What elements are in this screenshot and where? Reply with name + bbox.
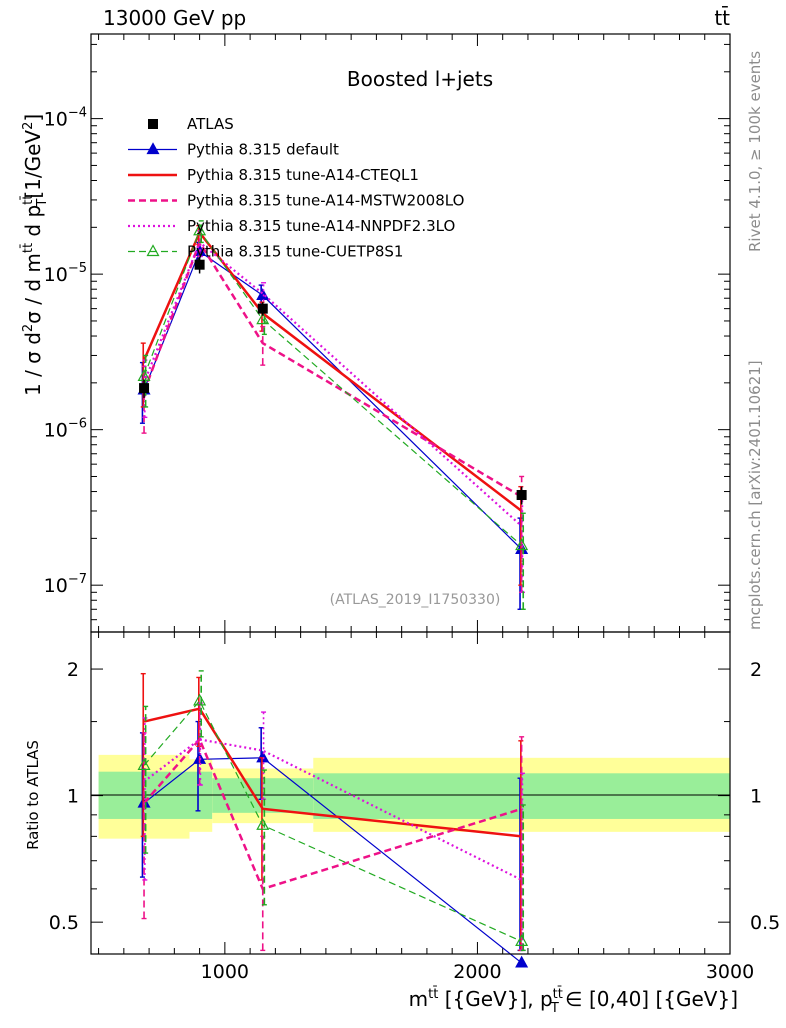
ratio-y-tick-label-right: 0.5 xyxy=(750,912,780,934)
atlas-point xyxy=(257,303,268,314)
ratio-y-tick-label: 0.5 xyxy=(49,912,79,934)
main-y-tick-label: 10−5 xyxy=(44,261,87,286)
ratio-axis-ticks: 1000 2000 3000 0.5 0.5 1 1 2 2 xyxy=(49,632,780,983)
main-y-tick-label: 10−7 xyxy=(44,572,87,597)
main-ylabel: 1 / σ d2σ / d mtt̄ d ptt̄T[1/GeV2] xyxy=(21,114,50,396)
main-series-line xyxy=(142,239,523,498)
rivet-version-label: Rivet 4.1.0, ≥ 100k events xyxy=(746,51,764,252)
ratio-panel: 1000 2000 3000 0.5 0.5 1 1 2 2 xyxy=(49,631,780,983)
ratio-x-tick-label: 2000 xyxy=(453,961,501,983)
svg-text:1 / σ d2σ / d mtt̄ d ptt̄T[1/: 1 / σ d2σ / d mtt̄ d ptt̄T[1/GeV2] xyxy=(21,114,50,396)
ratio-x-tick-label: 3000 xyxy=(706,961,754,983)
main-series-line xyxy=(142,230,523,512)
main-axis-ticks: 10−7 10−6 10−5 10−4 xyxy=(44,34,731,633)
mcplots-credit-label: mcplots.cern.ch [arXiv:2401.10621] xyxy=(746,360,764,630)
atlas-point xyxy=(139,383,150,394)
main-series-marker xyxy=(193,223,207,236)
header-process-label: tt̄ xyxy=(714,5,730,30)
header-collision-label: 13000 GeV pp xyxy=(103,6,246,30)
main-series-marker xyxy=(515,538,529,551)
legend: ATLAS Pythia 8.315 default Pythia 8.315 tu… xyxy=(128,115,464,261)
ratio-series-marker xyxy=(256,818,270,830)
legend-atlas-label: ATLAS xyxy=(187,115,234,133)
ratio-y-tick-label-right: 2 xyxy=(750,659,762,681)
atlas-data-points xyxy=(139,256,527,505)
ratio-series-marker xyxy=(515,955,529,968)
atlas-point xyxy=(194,259,205,270)
ratio-curves xyxy=(137,670,529,968)
legend-label: Pythia 8.315 default xyxy=(187,141,339,159)
main-y-tick-label: 10−4 xyxy=(44,106,87,131)
main-series-line xyxy=(143,240,523,527)
main-series-marker xyxy=(256,312,270,325)
main-series-line xyxy=(143,250,523,550)
main-panel: 10−7 10−6 10−5 10−4 Boosted l+jets (ATLAS_2… xyxy=(44,33,731,633)
legend-label: Pythia 8.315 tune-CUETP8S1 xyxy=(187,243,403,261)
ratio-series-line xyxy=(143,738,523,881)
ratio-series-marker xyxy=(137,758,151,770)
main-chart-title: Boosted l+jets xyxy=(347,67,493,91)
ratio-y-tick-label: 1 xyxy=(67,786,79,808)
ratio-series-line xyxy=(143,737,522,891)
legend-marker xyxy=(146,142,160,155)
main-y-tick-label: 10−6 xyxy=(44,417,87,442)
ratio-series-line xyxy=(143,707,522,838)
ratio-y-tick-label: 2 xyxy=(67,659,79,681)
ratio-y-tick-label-right: 1 xyxy=(750,786,762,808)
svg-text:mtt̄ [{GeV}], ptt̄T ∈ [0,40] [: mtt̄ [{GeV}], ptt̄ T ∈ [0,40] [{GeV}] xyxy=(409,987,738,1016)
legend-marker xyxy=(146,244,160,257)
ratio-x-tick-label: 1000 xyxy=(201,961,249,983)
atlas-point xyxy=(516,490,527,501)
legend-label: Pythia 8.315 tune-A14-NNPDF2.3LO xyxy=(187,217,455,235)
main-curves xyxy=(137,220,529,610)
ratio-series-marker xyxy=(193,693,207,706)
ratio-frame xyxy=(90,631,731,955)
ratio-series-line xyxy=(143,699,522,942)
legend-atlas-marker xyxy=(148,119,158,129)
ratio-ylabel: Ratio to ATLAS xyxy=(24,740,42,850)
legend-label: Pythia 8.315 tune-A14-MSTW2008LO xyxy=(187,192,464,210)
analysis-watermark: (ATLAS_2019_I1750330) xyxy=(330,592,501,608)
ratio-series-marker xyxy=(515,934,529,947)
ratio-series-marker xyxy=(256,750,270,763)
x-axis-label: mtt̄ [{GeV}], ptt̄ T ∈ [0,40] [{GeV}] xyxy=(409,987,738,1016)
legend-label: Pythia 8.315 tune-A14-CTEQL1 xyxy=(187,166,419,184)
main-series-line xyxy=(143,229,523,546)
